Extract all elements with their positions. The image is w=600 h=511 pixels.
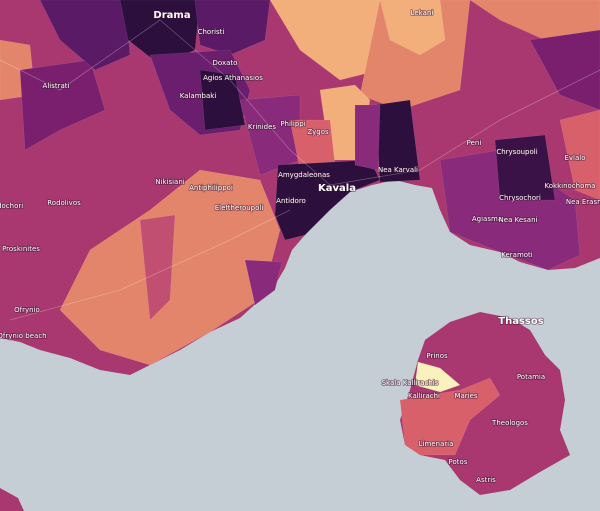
place-label: Nea Kesani [499, 216, 538, 224]
place-label: Limenaria [419, 440, 454, 448]
place-label: Agiasma [472, 215, 502, 223]
place-label: Kalambaki [180, 92, 217, 100]
regions [0, 0, 600, 366]
place-label: Chrysochori [499, 194, 541, 202]
roads [0, 19, 600, 321]
place-label: Evlalo [564, 154, 585, 162]
place-label: Antidoro [276, 197, 306, 205]
place-label: Potamia [517, 373, 545, 381]
place-label: Kallirachi [408, 392, 440, 400]
place-label: Prinos [426, 352, 448, 360]
place-label: Rodolivos [47, 199, 81, 207]
place-label: Zygos [307, 128, 329, 136]
place-label: Nea Erasmio [566, 198, 600, 206]
place-label: Theologos [491, 419, 528, 427]
place-label: Agios Athanasios [203, 74, 263, 82]
place-label: Keramoti [501, 251, 533, 259]
place-label: Amygdaleonas [278, 171, 330, 179]
place-label: Nikisiani [155, 178, 184, 186]
place-label: Proskinites [2, 245, 40, 253]
place-label: Choristi [198, 28, 225, 36]
place-label: Drama [153, 10, 190, 21]
thassos-region [399, 377, 501, 456]
mainland-corner [0, 488, 24, 511]
place-label: Ofrynio [14, 306, 40, 314]
place-label: Eleftheroupoli [215, 204, 264, 212]
place-label: Potos [449, 458, 468, 466]
place-label: Skala Kallirachis [382, 379, 439, 387]
place-label: Antiphilippoi [189, 184, 233, 192]
place-labels: Drama Choristi Doxato Agios Athanasios Kalam… [0, 8, 600, 485]
place-label: Alistrati [43, 82, 70, 90]
thassos-region [414, 361, 461, 393]
place-label: Kokkinochoma [545, 182, 596, 190]
place-label: Nea Karvali [378, 166, 418, 174]
place-label: Krinides [248, 123, 277, 131]
place-label: Philippi [280, 120, 305, 128]
place-label: Astris [476, 476, 496, 484]
place-label: Lekani [411, 9, 434, 17]
place-label: Doxato [213, 59, 238, 67]
place-label: Thassos [498, 316, 543, 327]
place-label: Peni [467, 139, 482, 147]
place-label: Maries [454, 392, 477, 400]
place-label: Podochori [0, 202, 23, 210]
place-label: Ofrynio beach [0, 332, 47, 340]
place-label: Chrysoupoli [496, 148, 537, 156]
place-label: Kavala [318, 183, 356, 194]
